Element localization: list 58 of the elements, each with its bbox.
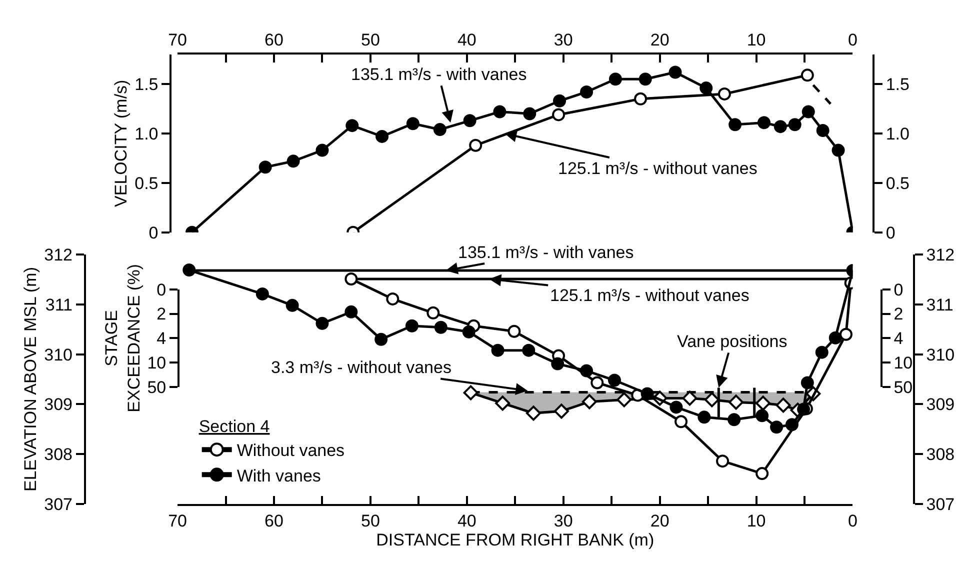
y-axis-title: VELOCITY (m/s) [112, 80, 131, 207]
text: 4 [156, 329, 166, 348]
x-tick-label: 20 [650, 511, 670, 530]
y-tick-label: 309 [44, 395, 72, 414]
annotation: 135.1 m³/s - with vanes [458, 243, 634, 262]
y-tick-label: 312 [44, 246, 72, 264]
x-tick-label: 30 [554, 30, 573, 50]
y2-tick-label: 1.5 [886, 75, 910, 94]
y-tick-label: 0 [148, 223, 158, 242]
x-tick-label: 50 [361, 30, 380, 50]
y-tick-label: 308 [44, 445, 72, 464]
text: 10 [147, 354, 166, 373]
x-tick-label: 30 [554, 511, 573, 530]
y-tick-label: 0.5 [134, 174, 158, 193]
y2-tick-label: 308 [926, 445, 955, 464]
x-tick-label: 60 [264, 511, 284, 530]
x-tick-label: 20 [650, 30, 670, 50]
x-axis-title: DISTANCE FROM RIGHT BANK (m) [376, 530, 654, 550]
x-tick-label: 10 [746, 30, 766, 50]
text: 2 [894, 304, 904, 324]
y2-tick-label: 310 [926, 345, 955, 364]
annotation: 125.1 m³/s - without vanes [558, 159, 758, 178]
x-tick-label: 10 [746, 511, 766, 530]
x-tick-label: 40 [457, 30, 476, 50]
y2-tick-label: 309 [926, 395, 955, 414]
text: 0 [894, 280, 904, 300]
annotation: Vane positions [677, 332, 788, 351]
y-tick-label: 307 [44, 494, 72, 514]
legend-title: Section 4 [198, 417, 270, 436]
y-tick-label: 310 [44, 345, 72, 364]
y2-tick-label: 0 [886, 223, 896, 242]
y-tick-label: 1.5 [134, 75, 158, 94]
text: 4 [894, 329, 904, 348]
y-tick-label: 311 [45, 295, 72, 314]
text: STAGE EXCEEDANCE (%) [102, 264, 144, 412]
annotation: 125.1 m³/s - without vanes [550, 286, 750, 305]
text: 10 [894, 354, 913, 373]
text: 50 [894, 378, 913, 397]
y2-tick-label: 312 [926, 246, 955, 264]
y2-tick-label: 0.5 [886, 174, 910, 193]
y-tick-label: 1.0 [134, 124, 158, 144]
legend-label: Without vanes [236, 441, 345, 460]
x-tick-label: 70 [168, 30, 188, 50]
x-tick-label: 70 [168, 511, 188, 530]
y2-tick-label: 1.0 [886, 124, 910, 144]
text: 2 [156, 304, 166, 324]
legend-label: With vanes [236, 466, 321, 486]
x-tick-label: 50 [361, 511, 380, 530]
x-tick-label: 0 [848, 30, 858, 50]
text: 50 [147, 378, 166, 397]
y2-tick-label: 311 [926, 295, 954, 314]
y2-tick-label: 307 [926, 494, 955, 514]
annotation: 3.3 m³/s - without vanes [271, 358, 452, 377]
x-tick-label: 0 [848, 511, 858, 530]
annotation: 135.1 m³/s - with vanes [351, 65, 527, 84]
x-tick-label: 60 [264, 30, 284, 50]
x-tick-label: 40 [457, 511, 476, 530]
y-axis-title: ELEVATION ABOVE MSL (m) [21, 267, 40, 492]
